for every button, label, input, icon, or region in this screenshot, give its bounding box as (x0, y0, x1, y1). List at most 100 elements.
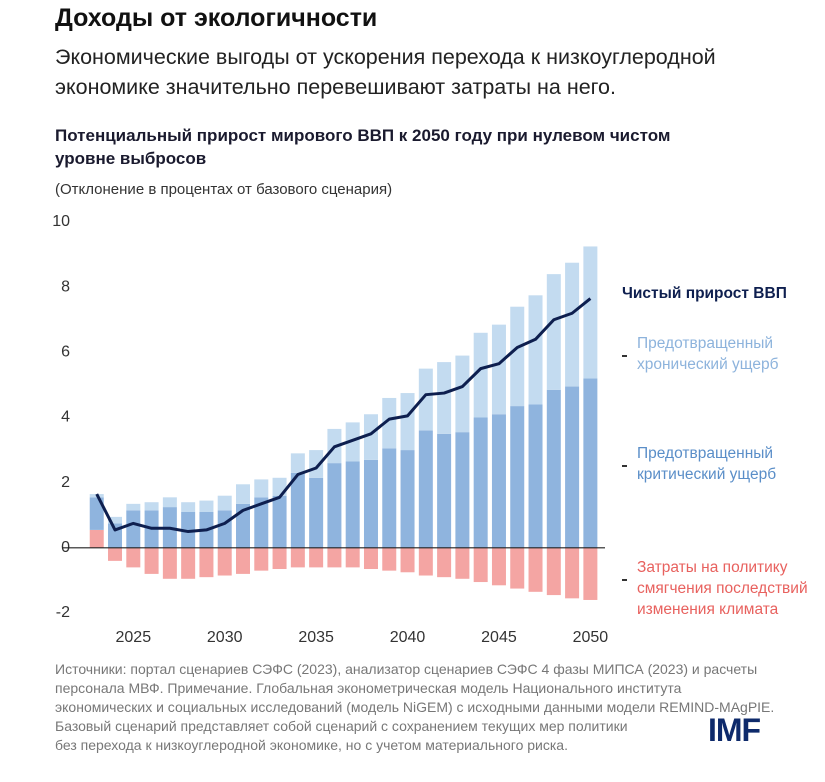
bar (455, 547, 470, 579)
bar (199, 500, 214, 512)
bar (363, 547, 378, 570)
subtitle-line: Экономические выгоды от ускорения перехо… (55, 45, 716, 69)
bar (583, 246, 598, 379)
bar (491, 324, 506, 415)
bar (181, 547, 196, 579)
legend-label: Чистый прирост ВВП (622, 285, 787, 302)
bar (181, 502, 196, 512)
bar (400, 547, 415, 573)
bar (473, 332, 488, 418)
bar (491, 414, 506, 548)
y-tick-label: 10 (52, 213, 70, 230)
legend-tick (622, 579, 627, 581)
x-tick-label: 2050 (573, 629, 609, 646)
bar (565, 547, 580, 599)
bar (89, 529, 104, 548)
source-note: Источники: портал сценариев СЭФС (2023),… (55, 660, 774, 755)
net-line (95, 297, 592, 534)
y-tick-label: 2 (61, 474, 70, 491)
bar (217, 495, 232, 511)
bar (309, 477, 324, 548)
bar (108, 547, 123, 561)
bar (309, 450, 324, 478)
bar (89, 497, 104, 530)
bar (309, 547, 324, 568)
bar (199, 547, 214, 578)
bar (363, 414, 378, 460)
bar (217, 510, 232, 548)
bar (236, 547, 250, 574)
legend-label: Затраты на политику смягчения последстви… (637, 559, 808, 618)
bar (400, 393, 415, 451)
subtitle-line: экономике значительно перевешивают затра… (55, 75, 616, 99)
y-tick-label: 6 (61, 344, 70, 361)
bar (546, 547, 561, 596)
bar (418, 430, 433, 548)
bar (565, 262, 580, 387)
bar (327, 547, 342, 568)
bar (162, 497, 177, 508)
bar (528, 295, 543, 405)
bar (510, 406, 525, 548)
page-subtitle: Экономические выгоды от ускорения перехо… (55, 42, 716, 102)
bar (455, 432, 470, 548)
bar (181, 511, 196, 548)
source-line: Базовый сценарий представляет собой сцен… (55, 718, 628, 734)
bar (528, 547, 543, 592)
bar (108, 516, 123, 524)
bar (546, 274, 561, 390)
bar (382, 397, 397, 449)
bar (272, 547, 287, 570)
y-tick-label: 4 (61, 409, 70, 426)
bar (528, 404, 543, 548)
bar (437, 362, 452, 434)
bar (437, 433, 452, 548)
imf-logo: IMF (708, 712, 761, 748)
bar (290, 453, 305, 473)
bar (290, 547, 305, 568)
bar (290, 472, 305, 548)
bar (510, 306, 525, 407)
bar (418, 547, 433, 576)
bar (217, 547, 232, 576)
bar (254, 497, 269, 548)
bar (565, 386, 580, 548)
bar (162, 547, 177, 579)
bar (254, 479, 269, 498)
chart-title: Потенциальный прирост мирового ВВП к 205… (55, 124, 670, 170)
bar (382, 448, 397, 548)
bar (382, 547, 397, 571)
bar (437, 547, 452, 578)
bar (126, 503, 141, 511)
bar (455, 355, 470, 433)
bar (126, 547, 141, 568)
legend-label: Предотвращенный критический ущерб (637, 445, 777, 483)
x-tick-label: 2025 (116, 629, 152, 646)
bar (510, 547, 525, 589)
chart-title-line: Потенциальный прирост мирового ВВП к 205… (55, 126, 671, 145)
bar (126, 510, 141, 548)
source-line: экономических и социальных исследований … (55, 699, 775, 715)
page-title: Доходы от экологичности (55, 4, 378, 32)
legend-label: Предотвращенный хронический ущерб (637, 335, 779, 373)
bar (254, 547, 269, 571)
bar (473, 547, 488, 583)
bar (327, 463, 342, 548)
bar (583, 378, 598, 548)
y-tick-label: 8 (61, 278, 70, 295)
bar (236, 503, 250, 548)
bar (345, 422, 360, 462)
bar (363, 459, 378, 548)
bar (144, 547, 159, 574)
legend-tick (622, 465, 627, 467)
chart-subtitle: (Отклонение в процентах от базового сцен… (55, 181, 393, 198)
bar (272, 495, 287, 548)
x-tick-label: 2045 (481, 629, 517, 646)
bar (236, 484, 250, 504)
bar (144, 502, 159, 511)
bar (491, 547, 506, 586)
bar (546, 389, 561, 548)
bar (473, 417, 488, 548)
x-tick-label: 2030 (207, 629, 243, 646)
